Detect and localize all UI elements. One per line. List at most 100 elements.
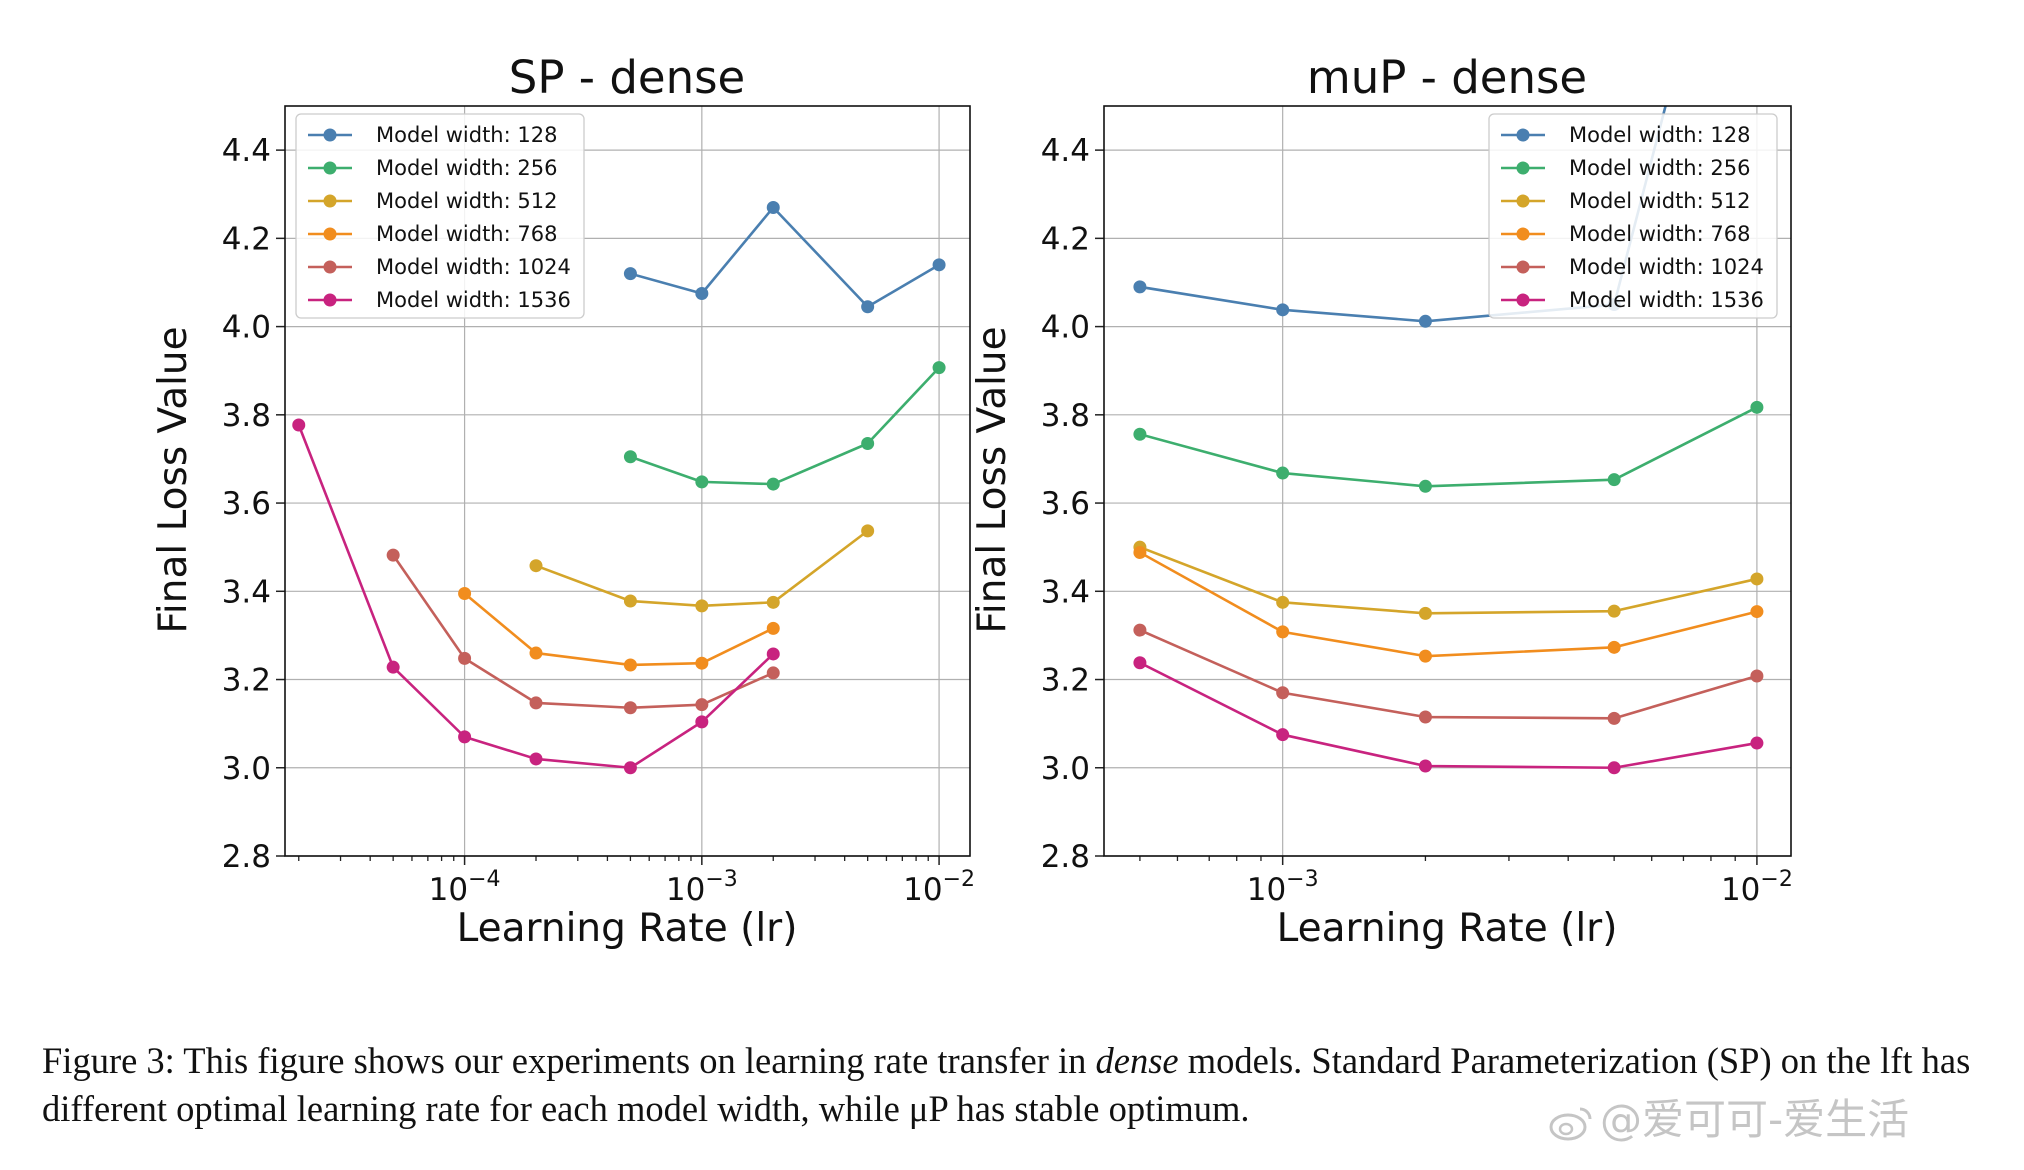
data-point: [861, 300, 875, 314]
data-point: [1418, 710, 1432, 724]
legend-marker: [323, 293, 337, 307]
y-tick-label: 4.4: [222, 133, 271, 169]
series-line-3: [1139, 551, 1758, 658]
x-tick-label: 10−3: [1247, 867, 1319, 908]
chart-title: SP - dense: [509, 51, 745, 104]
y-tick-label: 3.2: [222, 663, 271, 699]
series-line-1: [629, 366, 941, 486]
y-tick-label: 2.8: [222, 839, 271, 875]
data-point: [766, 621, 780, 635]
y-tick-label: 3.0: [222, 751, 271, 787]
data-point: [695, 475, 709, 489]
data-point: [695, 715, 709, 729]
x-axis-label: Learning Rate (lr): [1277, 906, 1618, 951]
data-point: [1418, 606, 1432, 620]
y-tick-label: 3.4: [1041, 574, 1090, 610]
legend-marker: [1516, 194, 1530, 208]
chart-sp-dense: 2.8 3.0 3.2 3.4 3.6 3.8 4.0 4.2 4.4 10−4 10−3 10−2 M…: [151, 51, 975, 951]
series-line-0: [630, 206, 940, 309]
data-point: [292, 418, 306, 432]
legend-marker: [1516, 293, 1530, 307]
legend-marker: [1516, 161, 1530, 175]
chart-title: muP - dense: [1307, 51, 1587, 104]
legend-marker: [323, 227, 337, 241]
caption-text-start: Figure 3: This figure shows our experime…: [42, 1040, 1096, 1081]
data-point: [529, 559, 543, 573]
data-point: [1750, 400, 1764, 414]
x-tick-label: 10−2: [1721, 867, 1793, 908]
data-point: [766, 477, 780, 491]
legend-marker: [1516, 128, 1530, 142]
data-point: [1750, 572, 1764, 586]
data-point: [932, 258, 946, 272]
data-point: [1133, 623, 1147, 637]
legend-label: Model width: 1536: [1569, 288, 1764, 312]
y-tick-label: 4.0: [222, 310, 271, 346]
legend-label: Model width: 1536: [376, 288, 571, 312]
series-line-5: [1139, 661, 1758, 770]
y-tick-label: 3.4: [222, 574, 271, 610]
data-point: [529, 752, 543, 766]
legend-marker: [1516, 227, 1530, 241]
legend-marker: [323, 260, 337, 274]
data-point: [1133, 656, 1147, 670]
legend-label: Model width: 768: [376, 222, 557, 246]
data-point: [1607, 473, 1621, 487]
watermark-text: @爱可可-爱生活: [1600, 1095, 1910, 1144]
data-point: [458, 651, 472, 665]
legend-marker: [323, 194, 337, 208]
data-point: [1607, 640, 1621, 654]
y-tick-label: 4.4: [1041, 133, 1090, 169]
data-point: [695, 599, 709, 613]
data-point: [766, 595, 780, 609]
x-tick-label: 10−2: [903, 867, 975, 908]
data-point: [623, 594, 637, 608]
legend-box: [1488, 113, 1778, 319]
weibo-logo-icon: [1549, 1107, 1592, 1140]
data-point: [1276, 303, 1290, 317]
y-tick-label: 3.0: [1041, 751, 1090, 787]
caption-emphasis: dense: [1095, 1040, 1179, 1081]
data-point: [695, 287, 709, 300]
data-point: [1133, 280, 1147, 294]
figure: 2.8 3.0 3.2 3.4 3.6 3.8 4.0 4.2 4.4 10−4 10−3 10−2 M…: [151, 51, 1793, 951]
data-point: [1276, 728, 1290, 742]
legend-label: Model width: 256: [1569, 156, 1750, 180]
plot-area: [292, 200, 946, 775]
data-point: [1276, 625, 1290, 639]
legend-label: Model width: 512: [376, 189, 557, 213]
legend-label: Model width: 128: [1569, 123, 1750, 147]
data-point: [1607, 711, 1621, 725]
series-line-4: [1139, 628, 1758, 720]
x-tick-label: 10−4: [429, 867, 501, 908]
data-point: [695, 698, 709, 712]
legend-label: Model width: 768: [1569, 222, 1750, 246]
watermark: @爱可可-爱生活: [1548, 1086, 1909, 1147]
y-tick-label: 3.2: [1041, 663, 1090, 699]
data-point: [386, 660, 400, 674]
data-point: [1750, 669, 1764, 683]
y-tick-label: 3.6: [1041, 486, 1090, 522]
data-point: [1607, 604, 1621, 618]
y-axis-label: Final Loss Value: [970, 326, 1015, 633]
figure-caption: Figure 3: This figure shows our experime…: [42, 1037, 2002, 1133]
data-point: [1133, 545, 1147, 559]
data-point: [766, 200, 780, 214]
legend-marker: [323, 128, 337, 142]
data-point: [766, 647, 780, 661]
chart-mup-dense: 2.8 3.0 3.2 3.4 3.6 3.8 4.0 4.2 4.4 10−3 10−2 Model…: [970, 51, 1793, 951]
plot-area: [1133, 106, 1764, 775]
data-point: [529, 646, 543, 660]
y-axis-label: Final Loss Value: [151, 326, 196, 633]
legend-label: Model width: 1024: [376, 255, 571, 279]
data-point: [529, 696, 543, 710]
data-point: [1276, 466, 1290, 480]
data-point: [1607, 761, 1621, 775]
y-tick-label: 2.8: [1041, 839, 1090, 875]
data-point: [623, 658, 637, 672]
y-tick-label: 4.2: [1041, 221, 1090, 257]
data-point: [623, 267, 637, 281]
data-point: [623, 701, 637, 715]
series-line-1: [1139, 406, 1758, 488]
data-point: [861, 524, 875, 538]
